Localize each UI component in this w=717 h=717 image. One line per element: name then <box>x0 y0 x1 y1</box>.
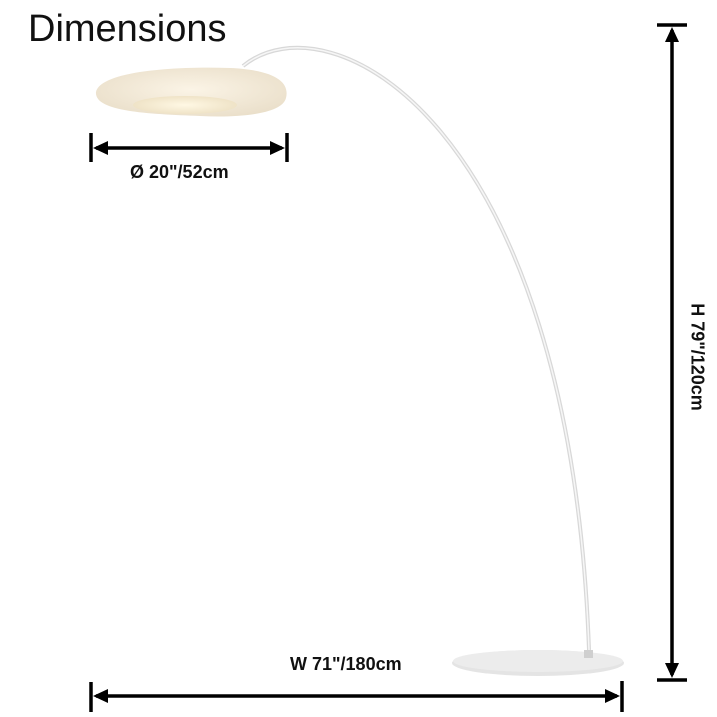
width-arrow <box>89 681 624 712</box>
page-title: Dimensions <box>28 8 227 50</box>
lamp-arc-pole-highlight <box>242 47 590 651</box>
height-label: H 79"/120cm <box>687 303 708 411</box>
width-label: W 71"/180cm <box>290 654 402 674</box>
lamp-base <box>452 650 624 676</box>
shade-diameter-label: Ø 20"/52cm <box>130 162 229 182</box>
shade-diameter-arrow <box>89 133 289 162</box>
height-arrow <box>657 23 687 682</box>
lamp-arc-pole <box>241 45 591 651</box>
lamp-shade <box>95 67 287 117</box>
